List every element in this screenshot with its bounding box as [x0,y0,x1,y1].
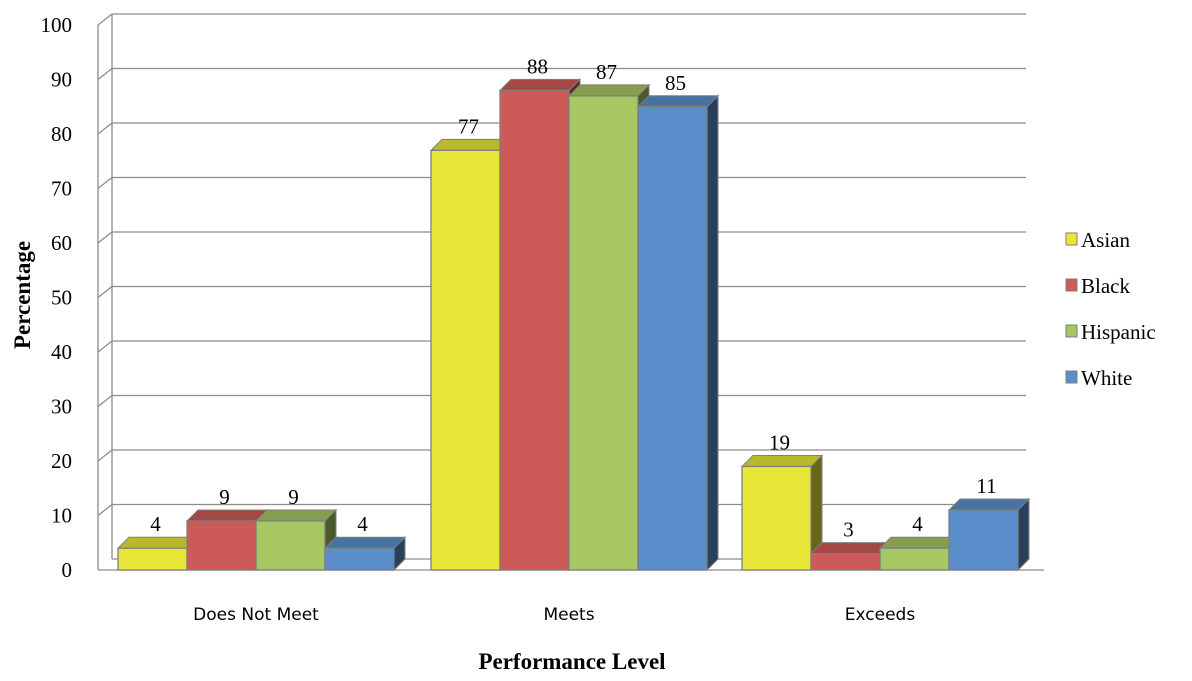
data-label: 11 [976,474,996,498]
bar-side [1017,497,1030,572]
bar [567,83,651,572]
legend-swatch [1065,232,1078,246]
legend-item: Asian [1065,228,1130,252]
bar [254,508,338,572]
bar-top [740,454,824,467]
gridline-side [97,176,113,190]
gridline-side [97,503,113,517]
bar-front [186,520,257,571]
y-tick-label: 40 [51,340,72,364]
legend-item: White [1065,366,1132,390]
bar [809,541,893,572]
y-tick-label: 80 [51,122,72,146]
data-label: 19 [769,430,790,454]
bar-top [567,84,651,97]
data-label: 87 [596,60,617,84]
gridline-side [97,394,113,408]
bar [323,535,407,572]
y-tick-label: 0 [62,558,73,582]
category-labels: Does Not Meet Meets Exceeds [193,605,915,625]
y-tick-label: 90 [51,68,72,92]
legend-label: Hispanic [1081,320,1156,344]
legend-label: White [1081,366,1132,390]
y-tick-label: 50 [51,286,72,310]
bar-front [255,520,326,571]
bar-top [947,498,1031,511]
y-tick-label: 30 [51,395,72,419]
bar-front [430,149,501,571]
gridline-side [97,285,113,299]
bar-top [429,138,513,151]
bar [740,454,824,572]
legend-item: Black [1065,274,1130,298]
bar [947,497,1031,572]
bar-top [809,542,893,555]
y-tick-label: 100 [41,13,73,37]
bar [429,138,513,572]
bar-top [498,78,582,91]
legend-label: Asian [1081,228,1130,252]
data-label: 77 [458,114,479,138]
bar-front [568,95,639,571]
bar-front [117,547,188,571]
y-tick-label: 10 [51,504,72,528]
data-labels: 4 9 9 4 77 88 87 85 19 3 4 11 [150,54,996,541]
data-label: 85 [665,71,686,95]
data-label: 4 [150,512,161,536]
bar-front [741,465,812,571]
bar-top [323,536,407,549]
gridline-side [97,449,113,462]
gridline-side [97,13,113,26]
bar [116,535,200,572]
data-label: 3 [843,518,854,542]
data-label: 4 [357,512,368,536]
bar-front [879,547,950,571]
gridline-side [97,67,113,81]
bar-side [706,94,719,572]
data-label: 9 [288,485,299,509]
bar [185,508,269,572]
legend-label: Black [1081,274,1130,298]
bar-front [324,547,395,571]
gridline-side [97,122,113,135]
legend-swatch [1065,278,1078,292]
bar-top [636,95,720,108]
bar [636,94,720,572]
gridline-side [97,340,113,353]
bar-front [499,89,570,571]
bar-top [185,509,269,522]
category-label: Meets [543,605,594,625]
category-label: Does Not Meet [193,605,319,625]
bar [498,78,582,572]
bar-top [254,509,338,522]
data-label: 88 [527,54,548,78]
bar-front [810,553,881,571]
bars [116,78,1031,572]
y-tick-label: 60 [51,231,72,255]
bar-front [948,509,1019,571]
y-axis-title: Percentage [10,241,35,349]
category-label: Exceeds [845,605,916,625]
x-axis-title: Performance Level [478,649,665,674]
legend-swatch [1065,324,1078,338]
y-tick-label: 20 [51,449,72,473]
legend: Asian Black Hispanic White [1065,228,1156,390]
data-label: 9 [219,485,230,509]
y-tick-labels: 0 10 20 30 40 50 60 70 80 90 100 [41,13,73,582]
data-label: 4 [912,512,923,536]
legend-item: Hispanic [1065,320,1156,344]
legend-swatch [1065,370,1078,384]
y-tick-label: 70 [51,177,72,201]
bar [878,535,962,572]
bar-top [878,536,962,549]
bar-front [637,106,708,571]
gridline-side [97,231,113,244]
bar-top [116,536,200,549]
